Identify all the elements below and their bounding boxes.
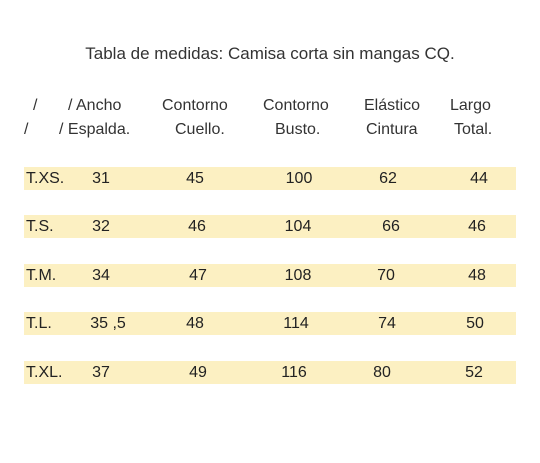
size-label: T.XS. [26,170,65,187]
contorno-cuello-value: 49 [189,364,207,381]
largo-total-value: 44 [470,170,488,187]
ancho-espalda-value: 31 [92,170,110,187]
table-row: T.XS. 31 45 100 62 44 [24,167,516,190]
largo-total-value: 50 [466,315,484,332]
ancho-espalda-value: 37 [92,364,110,381]
table-row: T.S. 32 46 104 66 46 [24,215,516,238]
contorno-cuello-value: 45 [186,170,204,187]
size-label: T.S. [26,218,54,235]
contorno-busto-value: 108 [284,267,312,284]
contorno-busto-value: 100 [285,170,313,187]
ancho-espalda-value: 34 [92,267,110,284]
elastico-cintura-value: 62 [379,170,397,187]
header-ancho: / Ancho [68,97,122,114]
header-espalda: / Espalda. [59,121,131,138]
header-total: Total. [454,121,493,138]
largo-total-value: 46 [468,218,486,235]
elastico-cintura-value: 66 [382,218,400,235]
table-row: T.M. 34 47 108 70 48 [24,264,516,287]
header-slash-1: / [33,97,38,114]
table-row: T.XL. 37 49 116 80 52 [24,361,516,384]
header-cuello: Cuello. [175,121,225,138]
header-elastico: Elástico [364,97,421,114]
contorno-cuello-value: 46 [188,218,206,235]
elastico-cintura-value: 80 [373,364,391,381]
largo-total-value: 48 [468,267,486,284]
header-slash-2: / [24,121,29,138]
contorno-cuello-value: 48 [186,315,204,332]
header-contorno-cuello-top: Contorno [162,97,228,114]
ancho-espalda-value: 35 ,5 [90,315,126,332]
largo-total-value: 52 [465,364,483,381]
contorno-busto-value: 114 [283,315,309,332]
page-title: Tabla de medidas: Camisa corta sin manga… [85,44,455,63]
contorno-busto-value: 116 [281,364,307,381]
header-cintura: Cintura [366,121,418,138]
elastico-cintura-value: 70 [377,267,395,284]
header-contorno-busto-top: Contorno [263,97,329,114]
header-largo: Largo [450,97,491,114]
table-row: T.L. 35 ,5 48 114 74 50 [24,312,516,335]
ancho-espalda-value: 32 [92,218,110,235]
elastico-cintura-value: 74 [378,315,396,332]
size-label: T.M. [26,267,57,284]
contorno-busto-value: 104 [284,218,312,235]
contorno-cuello-value: 47 [189,267,207,284]
header-busto: Busto. [275,121,321,138]
size-label: T.L. [26,315,52,332]
size-label: T.XL. [26,364,63,381]
